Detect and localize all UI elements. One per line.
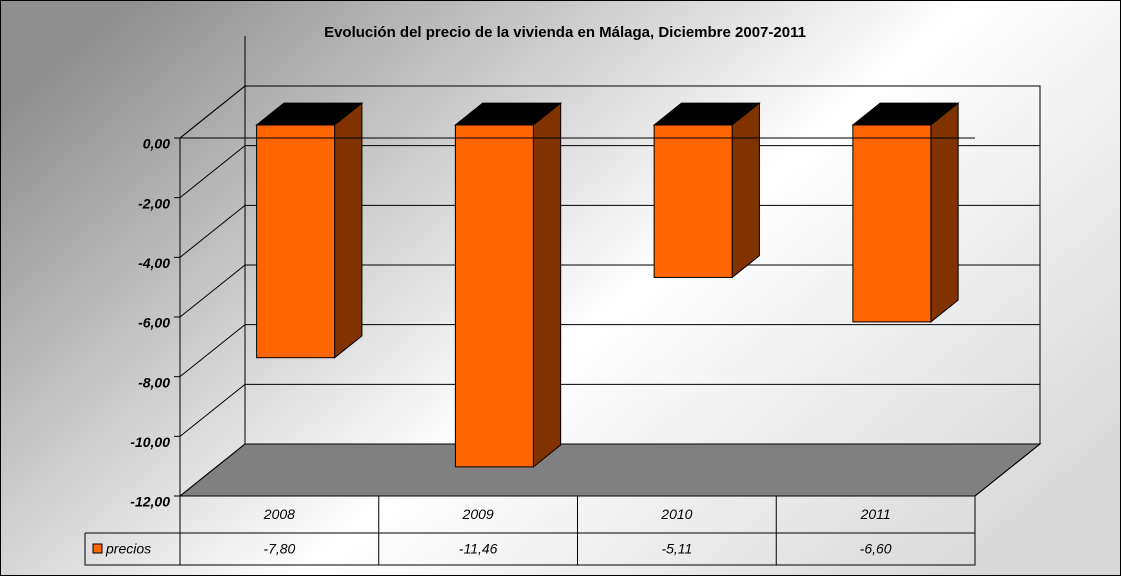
x-tick-label: 2009: [462, 506, 494, 522]
data-label: -7,80: [263, 541, 295, 557]
table-border: [84, 533, 180, 566]
bar: [653, 124, 733, 278]
legend-label: precios: [105, 541, 151, 557]
y-tick-label: -2,00: [138, 195, 170, 211]
y-tick-label: -6,00: [138, 315, 170, 331]
y-tick-label: -10,00: [130, 434, 170, 450]
bar: [454, 124, 534, 468]
x-tick-label: 2008: [263, 506, 295, 522]
grid-line: [179, 85, 246, 139]
x-tick-label: 2010: [660, 506, 692, 522]
floor: [178, 443, 1042, 497]
y-tick-label: -12,00: [130, 494, 170, 510]
data-label: -11,46: [459, 541, 498, 557]
grid-line: [179, 383, 246, 437]
y-tick-label: -4,00: [138, 255, 170, 271]
grid-line: [179, 443, 246, 497]
x-tick-label: 2011: [860, 506, 891, 522]
bar-side: [532, 102, 562, 468]
grid-line: [179, 204, 246, 258]
bar: [256, 124, 336, 359]
chart-title: Evolución del precio de la vivienda en M…: [324, 24, 806, 41]
data-label: -6,60: [860, 541, 892, 557]
legend-swatch: [92, 543, 103, 554]
data-label: -5,11: [661, 541, 692, 557]
grid-line: [179, 264, 246, 318]
bar-side: [731, 102, 760, 279]
y-tick-label: 0,00: [143, 136, 170, 152]
grid-line: [179, 145, 246, 199]
bar-side: [930, 102, 959, 323]
y-tick-label: -8,00: [138, 374, 170, 390]
bar-side: [334, 102, 363, 359]
bar: [852, 124, 932, 323]
grid-line: [179, 324, 246, 378]
